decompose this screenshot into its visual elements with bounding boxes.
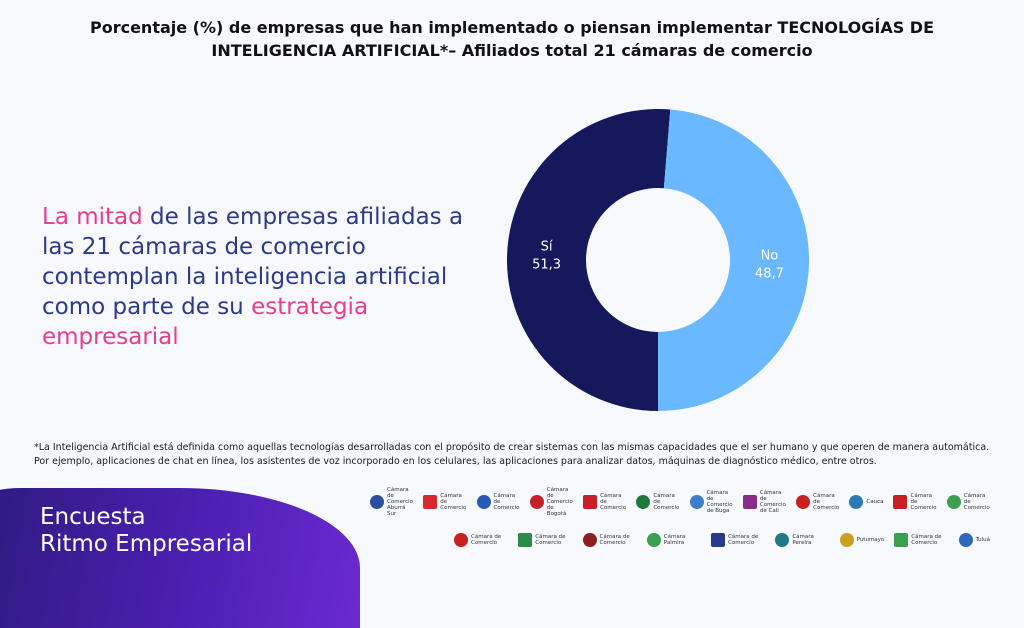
chamber-logo: Cámara de Comercio: [476, 490, 520, 514]
slice-label: No: [761, 249, 779, 264]
chamber-logo: Cámara de Comercio: [454, 528, 508, 552]
chamber-logo: Cámara de Comercio de Bogotá: [529, 487, 573, 517]
chamber-logo: Cámara de Comercio: [518, 528, 572, 552]
chamber-logo-text: Cámara de Comercio Aburrá Sur: [387, 487, 414, 517]
chamber-logo-text: Cámara de Comercio: [813, 493, 840, 511]
chamber-logo: Cámara de Comercio de Cali: [742, 490, 786, 514]
donut-slice-no: [658, 109, 810, 411]
chamber-logo-mark-icon: [689, 495, 704, 509]
brand-line-1: Encuesta: [40, 504, 146, 530]
chamber-logo-mark-icon: [529, 495, 544, 509]
chamber-logo-mark-icon: [958, 533, 973, 547]
footnote: *La Inteligencia Artificial está definid…: [34, 442, 990, 467]
chamber-logo: Cámara de Comercio: [893, 490, 937, 514]
brand-title: Encuesta Ritmo Empresarial: [40, 504, 252, 558]
slice-label: Sí: [541, 239, 553, 254]
chamber-logo-mark-icon: [583, 495, 598, 509]
chamber-logo: Cámara de Comercio: [711, 528, 765, 552]
chamber-logo-mark-icon: [582, 533, 597, 547]
headline-highlight-1: La mitad: [42, 204, 143, 230]
chamber-logo-text: Cámara de Comercio: [600, 493, 627, 511]
chamber-logo-text: Cámara Palmira: [663, 534, 686, 546]
chamber-logo: Cámara de Comercio: [894, 528, 948, 552]
chamber-logo-mark-icon: [646, 533, 661, 547]
chamber-logo: Cámara de Comercio: [582, 528, 637, 552]
chamber-logo: Cámara de Comercio: [636, 490, 679, 514]
chamber-logo-text: Cámara de Comercio: [653, 493, 680, 511]
chamber-logo: Tuluá: [958, 528, 990, 552]
chamber-logo-mark-icon: [893, 495, 908, 509]
chamber-logo: Cámara de Comercio Aburrá Sur: [370, 487, 414, 517]
chamber-logo: Cámara de Comercio: [423, 490, 466, 514]
chamber-logo-mark-icon: [775, 533, 790, 547]
chamber-logo: Cámara de Comercio: [583, 490, 626, 514]
page-title: Porcentaje (%) de empresas que han imple…: [40, 16, 984, 62]
chamber-logo-text: Cámara de Comercio: [910, 493, 937, 511]
chamber-logo: Cámara de Comercio: [796, 490, 839, 514]
chamber-logo-mark-icon: [711, 533, 726, 547]
chamber-logo: Cámara Pereira: [775, 528, 829, 552]
chamber-logo-text: Cámara de Comercio: [728, 534, 759, 546]
headline-body: de las empresas afiliadas a las 21 cámar…: [42, 204, 464, 320]
chamber-logo-mark-icon: [636, 495, 651, 509]
chamber-logo: Putumayo: [839, 528, 885, 552]
chamber-logo-text: Cámara de Comercio de Buga: [706, 490, 733, 514]
chamber-logo-text: Cámara de Comercio: [535, 534, 566, 546]
chamber-logo-mark-icon: [370, 495, 384, 509]
chamber-logo: Cámara de Comercio de Buga: [689, 490, 733, 514]
chamber-logo-text: Tuluá: [975, 537, 990, 543]
chamber-logo: Cámara Palmira: [646, 528, 701, 552]
chamber-logo-mark-icon: [894, 533, 909, 547]
chamber-logo: Cámara de Comercio: [946, 490, 990, 514]
title-line-1: Porcentaje (%) de empresas que han imple…: [89, 18, 935, 37]
chamber-logo-mark-icon: [476, 495, 491, 509]
chamber-logo-mark-icon: [423, 495, 438, 509]
chamber-logo-mark-icon: [796, 495, 811, 509]
chamber-logo-mark-icon: [742, 495, 757, 509]
chamber-logo-text: Cámara de Comercio: [440, 493, 467, 511]
donut-slice-si: [507, 109, 671, 412]
chamber-logo-text: Cámara de Comercio: [599, 534, 630, 546]
chamber-logo-mark-icon: [849, 495, 864, 509]
headline-highlight-2: estrategia empresarial: [42, 294, 369, 350]
slice-value-label: 51,3: [532, 257, 561, 272]
chamber-logo-mark-icon: [518, 533, 533, 547]
headline: La mitad de las empresas afiliadas a las…: [42, 202, 482, 352]
chamber-logo-mark-icon: [946, 495, 961, 509]
chamber-logo: Cauca: [849, 490, 883, 514]
chamber-logo-text: Cámara de Comercio: [911, 534, 942, 546]
donut-chart: Sí 51,3 No 48,7: [506, 108, 810, 412]
chamber-logo-text: Cámara de Comercio: [963, 493, 990, 511]
chamber-logos: Cámara de Comercio Aburrá Sur Cámara de C…: [370, 486, 990, 556]
donut-chart-svg: Sí 51,3 No 48,7: [507, 109, 810, 412]
chamber-logo-text: Putumayo: [856, 537, 885, 543]
chamber-logo-text: Cámara de Comercio de Cali: [759, 490, 786, 514]
title-line-2: INTELIGENCIA ARTIFICIAL*– Afiliados tota…: [211, 41, 813, 60]
slice-value-label: 48,7: [755, 267, 784, 282]
chamber-logo-text: Cámara Pereira: [792, 534, 814, 546]
chamber-logo-text: Cámara de Comercio: [493, 493, 520, 511]
chamber-logo-mark-icon: [839, 533, 854, 547]
chamber-logo-mark-icon: [454, 533, 468, 547]
logo-row-2: Cámara de Comercio Cámara de Comercio Cáma…: [370, 524, 990, 556]
chamber-logo-text: Cámara de Comercio: [471, 534, 502, 546]
brand-line-2: Ritmo Empresarial: [40, 531, 253, 557]
chamber-logo-text: Cauca: [866, 499, 884, 505]
logo-row-1: Cámara de Comercio Aburrá Sur Cámara de C…: [370, 486, 990, 518]
chamber-logo-text: Cámara de Comercio de Bogotá: [546, 487, 573, 517]
